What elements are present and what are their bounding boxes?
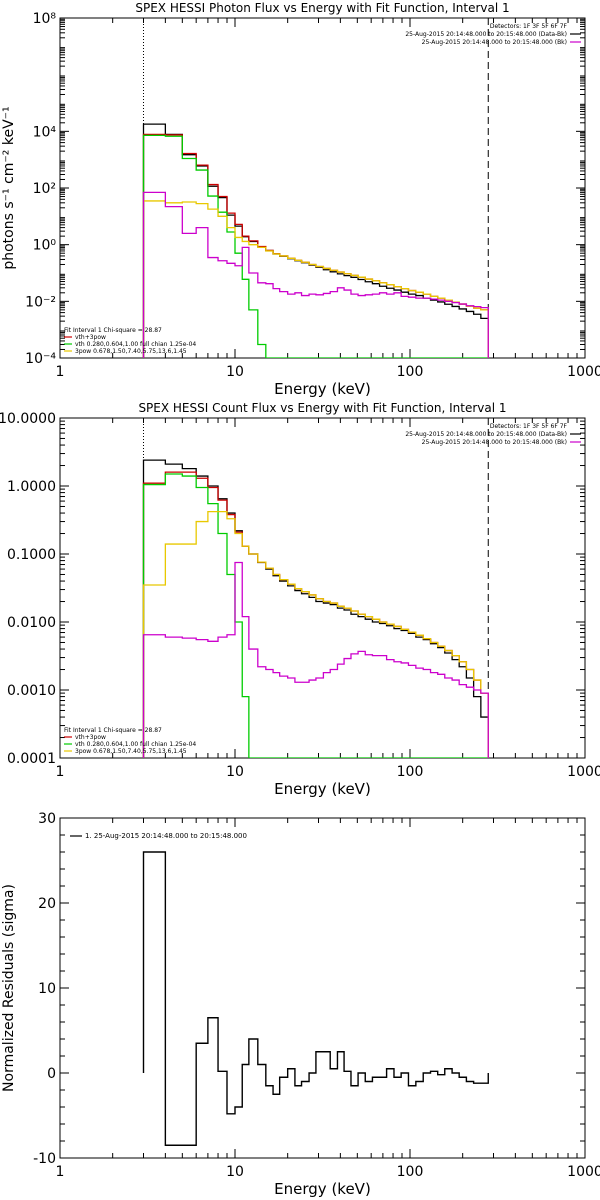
count-plot-area (142, 418, 489, 758)
count-y-tick-label: 0.0001 (7, 751, 56, 767)
photon-series-vth-3pow (142, 133, 489, 358)
residual-x-tick-label: 10 (226, 1164, 244, 1180)
photon-plot-area (142, 18, 489, 358)
count-y-tick-label: 0.0010 (7, 683, 56, 699)
residual-y-tick-label: 0 (47, 1066, 56, 1082)
count-legend-top-text: 25-Aug-2015 20:14:48.000 to 20:15:48.000… (422, 439, 567, 446)
photon-y-axis-label: photons s⁻¹ cm⁻² keV⁻¹ (1, 106, 17, 269)
photon-plot-frame (59, 17, 586, 359)
photon-legend-top-text: Detectors: 1F 3F 5F 6F 7F (490, 23, 568, 30)
photon-y-tick-label: 10⁸ (33, 11, 57, 27)
photon-x-axis-label: Energy (keV) (274, 380, 371, 398)
residual-x-axis-label: Energy (keV) (274, 1180, 371, 1198)
count-y-tick-label: 1.0000 (7, 479, 56, 495)
count-x-tick-label: 1000 (567, 764, 600, 780)
count-y-tick-label: 0.0100 (7, 615, 56, 631)
count-legend-top-text: 25-Aug-2015 20:14:48.000 to 20:15:48.000… (405, 431, 567, 438)
photon-y-tick-label: 10⁰ (33, 238, 57, 254)
photon-x-tick-label: 1 (56, 364, 65, 380)
photon-series-data-bk (142, 123, 489, 358)
count-series-bk (142, 561, 489, 758)
photon-y-tick-label: 10⁴ (33, 124, 57, 140)
photon-y-tick-label: 10⁻² (25, 294, 56, 310)
residual-panel: 1 10 100 1000 -10 0 10 20 30 Energy (keV) Normaliz… (1, 811, 600, 1198)
photon-legend-bottom-text: vth+3pow (75, 334, 106, 341)
count-legend-bottom-text: Fit Interval 1 Chi-square = 28.87 (64, 727, 162, 734)
count-series-vth-3pow (142, 471, 489, 758)
count-plot-frame (59, 417, 586, 759)
count-y-tick-label: 10.0000 (0, 411, 56, 427)
photon-series-3pow (142, 200, 489, 358)
residual-series-1-25-aug-2015-20-14-48-000-to-20-15-48-000 (142, 851, 489, 1146)
count-legend-bottom-text: 3pow 0.678,1.50,7.40,5.75,13.6,1.45 (75, 748, 187, 755)
count-panel: SPEX HESSI Count Flux vs Energy with Fit… (0, 401, 600, 798)
count-series-data-bk (142, 459, 489, 758)
residual-x-tick-label: 100 (397, 1164, 424, 1180)
photon-x-tick-label: 100 (397, 364, 424, 380)
count-x-tick-label: 10 (226, 764, 244, 780)
photon-y-tick-label: 10⁻⁴ (25, 351, 56, 367)
count-series-3pow (142, 510, 489, 758)
photon-x-tick-label: 1000 (567, 364, 600, 380)
count-series-vth (142, 473, 489, 758)
residual-y-tick-label: 10 (38, 981, 56, 997)
residual-plot-frame (59, 817, 586, 1159)
count-legend-bottom-text: vth+3pow (75, 734, 106, 741)
count-x-axis-label: Energy (keV) (274, 780, 371, 798)
residual-legend-text: 1. 25-Aug-2015 20:14:48.000 to 20:15:48.… (85, 832, 247, 840)
count-legend-top-text: Detectors: 1F 3F 5F 6F 7F (490, 423, 568, 430)
residual-y-tick-label: 30 (38, 811, 56, 827)
residual-plot-area (142, 851, 489, 1146)
photon-y-tick-label: 10² (33, 181, 56, 197)
photon-series-vth (142, 134, 489, 358)
count-chart-title: SPEX HESSI Count Flux vs Energy with Fit… (138, 401, 506, 415)
photon-legend-bottom-text: Fit Interval 1 Chi-square = 28.87 (64, 327, 162, 334)
residual-x-tick-label: 1000 (567, 1164, 600, 1180)
count-x-tick-label: 1 (56, 764, 65, 780)
count-y-tick-label: 0.1000 (7, 547, 56, 563)
count-x-tick-label: 100 (397, 764, 424, 780)
photon-x-tick-label: 10 (226, 364, 244, 380)
residual-y-tick-label: 20 (38, 896, 56, 912)
photon-legend-top-text: 25-Aug-2015 20:14:48.000 to 20:15:48.000… (405, 31, 567, 38)
residual-y-tick-label: -10 (33, 1151, 56, 1167)
photon-series-bk (142, 191, 489, 358)
residual-y-axis-label: Normalized Residuals (sigma) (1, 884, 17, 1092)
photon-legend-bottom-text: 3pow 0.678,1.50,7.40,5.75,13.6,1.45 (75, 348, 187, 355)
photon-legend-top-text: 25-Aug-2015 20:14:48.000 to 20:15:48.000… (422, 39, 567, 46)
photon-panel: SPEX HESSI Photon Flux vs Energy with Fi… (1, 1, 600, 398)
residual-x-tick-label: 1 (56, 1164, 65, 1180)
photon-legend-bottom-text: vth 0.280,0.604,1.00 full chian 1.25e-04 (75, 341, 196, 348)
count-legend-bottom-text: vth 0.280,0.604,1.00 full chian 1.25e-04 (75, 741, 196, 748)
photon-chart-title: SPEX HESSI Photon Flux vs Energy with Fi… (135, 1, 509, 15)
